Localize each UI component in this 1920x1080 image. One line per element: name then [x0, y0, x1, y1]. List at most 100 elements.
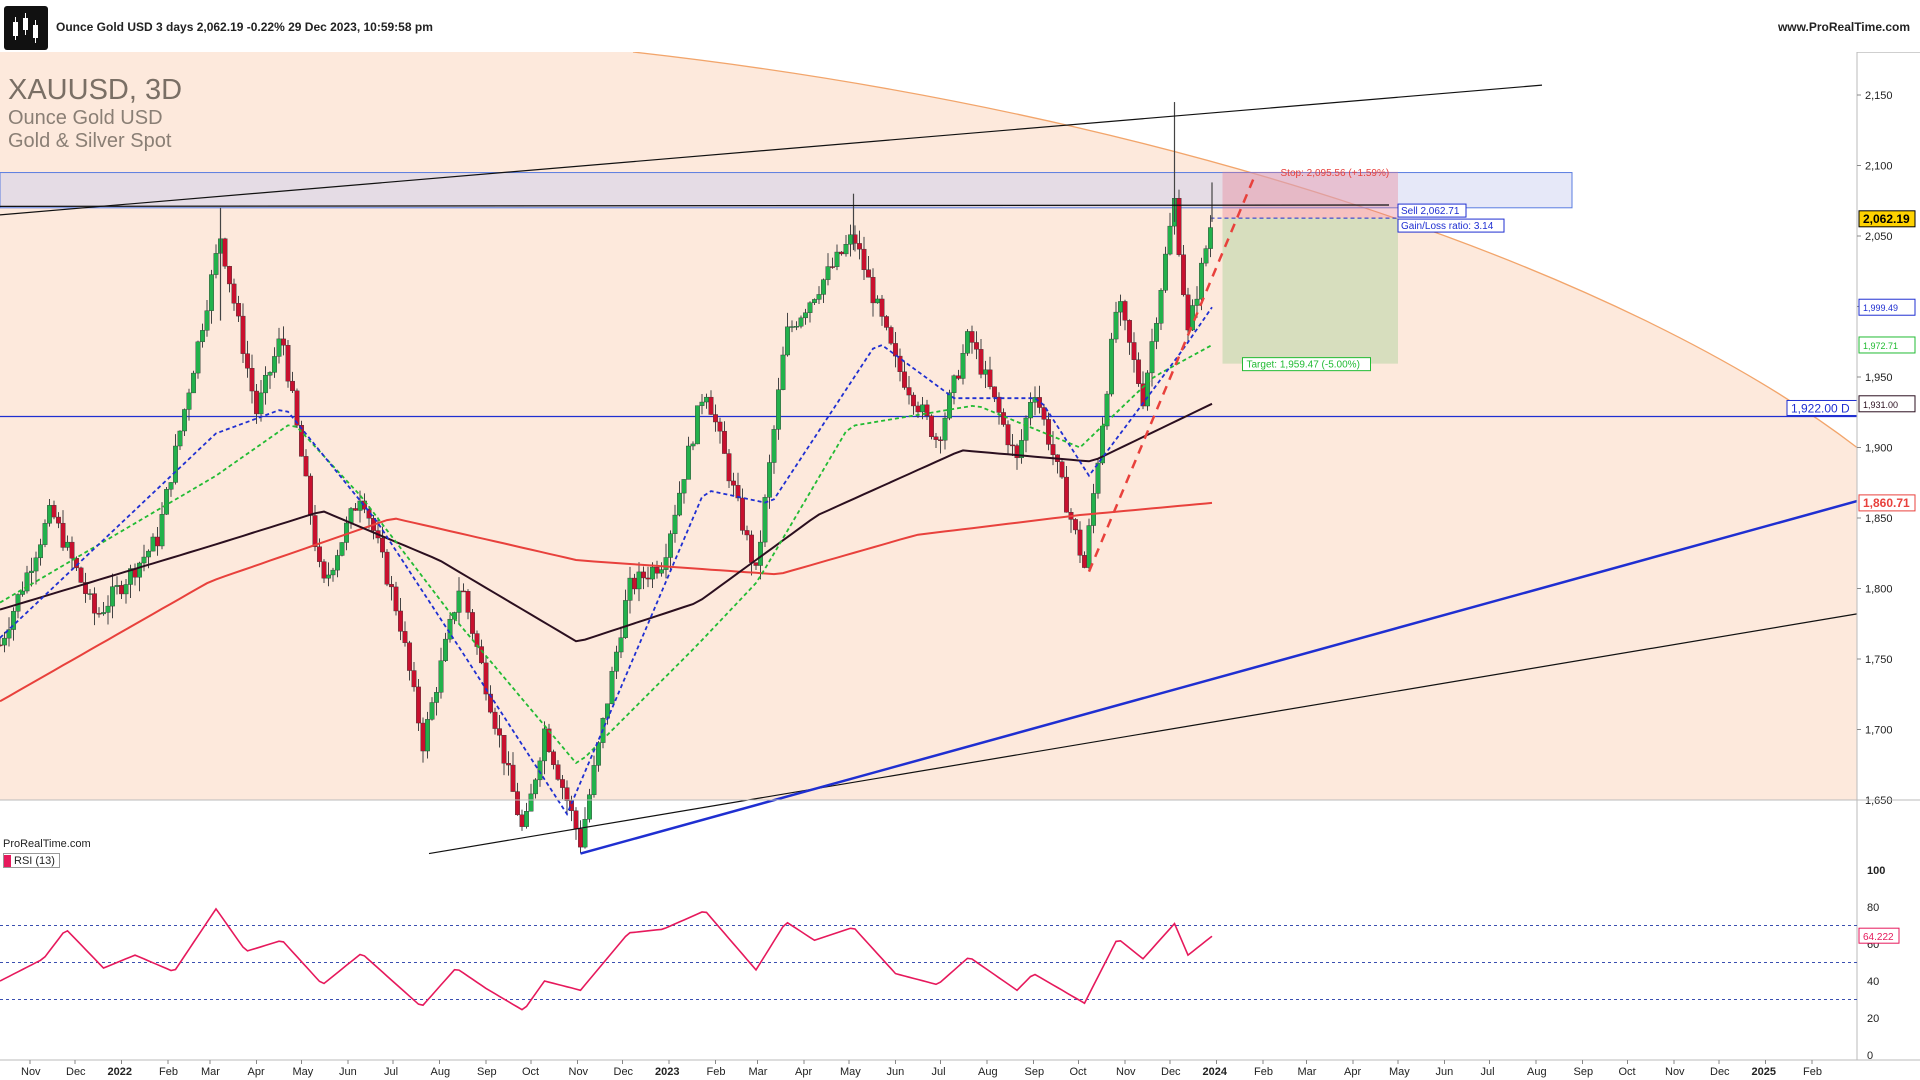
- candle-body: [1158, 290, 1164, 324]
- time-tick-label: Feb: [1254, 1066, 1273, 1078]
- candle-body: [753, 562, 759, 566]
- candle-body: [767, 462, 772, 498]
- time-tick-label: Dec: [614, 1066, 634, 1078]
- candle-body: [1149, 341, 1155, 374]
- candle-body: [1145, 372, 1150, 407]
- upper-channel-line: [0, 84, 1543, 216]
- candle-body: [38, 544, 43, 559]
- candle-body: [609, 671, 615, 705]
- target-label-box: [1242, 357, 1371, 372]
- sell-label-box: [1397, 203, 1467, 218]
- candle-body: [1077, 529, 1083, 556]
- candle-body: [407, 642, 412, 671]
- candle-body: [1181, 254, 1186, 296]
- candle-body: [1154, 323, 1159, 342]
- candle-body: [866, 269, 871, 278]
- chart-canvas[interactable]: Stop: 2,095.56 (+1.59%) Sell 2,062.71 Gain…: [0, 52, 1920, 1080]
- candle-body: [411, 670, 417, 688]
- candle-body: [24, 572, 30, 592]
- candle-body: [906, 387, 912, 396]
- candle-body: [2, 637, 7, 646]
- candle-body: [335, 555, 340, 571]
- candle-body: [803, 312, 808, 319]
- candle-body: [1185, 294, 1191, 331]
- candle-body: [510, 764, 516, 792]
- time-tick-label: Jul: [384, 1066, 398, 1078]
- candle-body: [398, 610, 403, 632]
- candle-body: [717, 421, 723, 432]
- rsi-tick-label: 0: [1867, 1050, 1873, 1062]
- candle-body: [438, 660, 444, 693]
- candle-body: [258, 392, 264, 415]
- candle-body: [618, 637, 624, 653]
- price-tick-label: 1,900: [1865, 443, 1893, 455]
- candle-body: [708, 396, 714, 415]
- candle-body: [762, 497, 768, 543]
- candle-body: [263, 375, 268, 394]
- candle-body: [1059, 461, 1065, 478]
- prorealtime-logo[interactable]: [4, 6, 48, 50]
- candle-body: [731, 480, 736, 486]
- candle-body: [285, 345, 291, 382]
- candle-body: [704, 396, 709, 403]
- time-tick-label: Nov: [1116, 1066, 1136, 1078]
- time-tick-label: Mar: [1298, 1066, 1317, 1078]
- time-tick-label: Aug: [1527, 1066, 1547, 1078]
- candle-body: [105, 605, 111, 613]
- resistance-zone: [0, 172, 1573, 209]
- sma-200-line: [0, 501, 1213, 703]
- candle-body: [1208, 227, 1213, 249]
- candle-body: [938, 439, 943, 441]
- candle-body: [632, 577, 637, 590]
- time-tick-label: Jun: [1436, 1066, 1454, 1078]
- price-tick-label: 1,650: [1865, 795, 1893, 807]
- candle-body: [735, 485, 741, 499]
- candle-body: [1127, 320, 1132, 343]
- candle-body: [726, 453, 732, 482]
- candle-body: [974, 342, 979, 350]
- time-tick-label: Apr: [248, 1066, 265, 1078]
- time-tick-label: Oct: [1070, 1066, 1087, 1078]
- candle-body: [1001, 412, 1006, 425]
- rsi-legend-label: RSI (13): [14, 854, 55, 867]
- candle-body: [893, 343, 898, 357]
- neckline: [0, 204, 1390, 207]
- price-tick-label: 2,150: [1865, 90, 1893, 102]
- candle-body: [551, 751, 556, 765]
- candle-body: [596, 742, 601, 766]
- candle-body: [200, 330, 205, 343]
- ema-89-line: [0, 402, 1213, 643]
- candle-body: [497, 728, 502, 736]
- candle-body: [1073, 519, 1078, 531]
- candle-body: [713, 414, 718, 423]
- candle-body: [897, 355, 903, 372]
- candle-body: [1122, 301, 1128, 321]
- candle-body: [812, 299, 817, 303]
- time-tick-label: May: [1389, 1066, 1410, 1078]
- time-tick-label: Feb: [1803, 1066, 1822, 1078]
- candle-body: [420, 722, 426, 752]
- gain-loss-label: Gain/Loss ratio: 3.14: [1401, 221, 1494, 232]
- candle-body: [515, 791, 520, 816]
- candle-body: [240, 315, 246, 354]
- red-dashed-trendline: [1087, 173, 1257, 573]
- time-tick-label: Dec: [1710, 1066, 1730, 1078]
- time-tick-label: Sep: [1025, 1066, 1045, 1078]
- candle-body: [546, 728, 552, 752]
- candle-body: [317, 546, 322, 562]
- candle-body: [573, 810, 579, 830]
- time-tick-label: Nov: [21, 1066, 41, 1078]
- candle-body: [150, 536, 156, 552]
- candle-body: [956, 375, 961, 379]
- site-url[interactable]: www.ProRealTime.com: [1777, 20, 1910, 34]
- candle-body: [924, 404, 930, 417]
- candle-body: [690, 443, 696, 447]
- candle-body: [839, 251, 844, 255]
- candle-body: [155, 536, 160, 547]
- candle-body: [461, 590, 466, 593]
- candle-body: [1019, 440, 1024, 459]
- candle-body: [173, 445, 178, 483]
- candle-body: [20, 590, 25, 595]
- candle-body: [861, 248, 867, 270]
- time-tick-label: Jul: [1481, 1066, 1495, 1078]
